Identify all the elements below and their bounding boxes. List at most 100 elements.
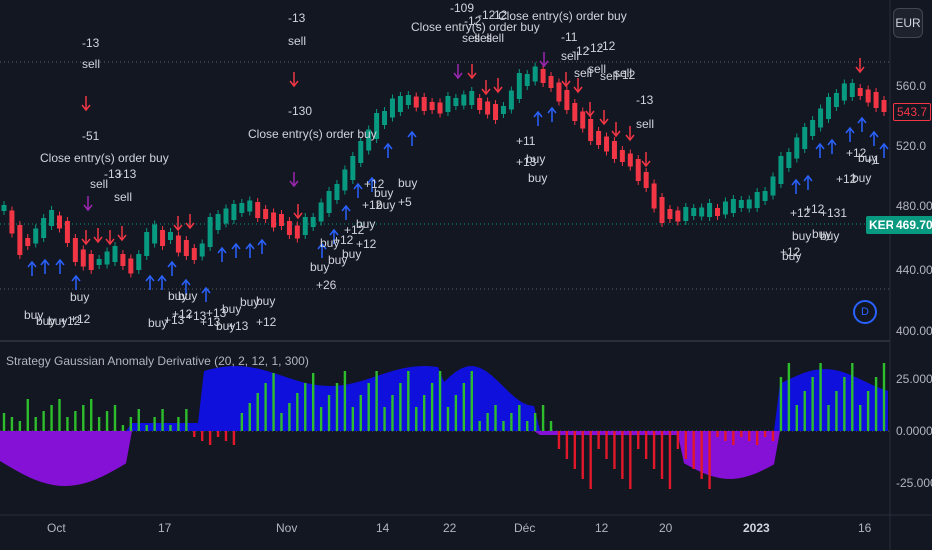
candle-body	[41, 218, 47, 238]
arrow-head	[293, 212, 303, 220]
histogram-bar	[605, 431, 608, 459]
arrow-head	[625, 134, 635, 142]
candle-body	[841, 83, 847, 101]
histogram-bar	[541, 405, 545, 431]
candle-body	[659, 197, 665, 223]
trade-label: sell	[90, 177, 108, 191]
candle-body	[421, 97, 427, 111]
candle-body	[49, 210, 55, 226]
arrow-head	[855, 66, 865, 74]
histogram-bar	[58, 399, 61, 431]
arrow-head	[869, 130, 879, 138]
arrow-head	[407, 130, 417, 138]
histogram-bar	[629, 431, 632, 489]
price-axis-label: 520.0	[896, 139, 927, 153]
candle-body	[56, 215, 62, 229]
buy-arrow-icon	[407, 130, 417, 146]
candle-body	[136, 254, 142, 270]
histogram-bar	[819, 363, 822, 431]
histogram-bar	[843, 377, 846, 431]
trade-label: +13	[164, 313, 185, 327]
arrow-head	[181, 278, 191, 286]
histogram-bar	[589, 431, 592, 489]
histogram-bar	[391, 395, 394, 431]
arrow-head	[585, 110, 595, 118]
candle-body	[493, 104, 499, 120]
tradingview-logo-icon[interactable]: D	[853, 300, 877, 324]
candle-body	[215, 214, 221, 230]
sell-arrow-icon	[173, 216, 183, 232]
candle-body	[619, 150, 625, 162]
trade-label: -13	[104, 167, 122, 181]
histogram-bar	[462, 383, 466, 431]
buy-arrow-icon	[791, 178, 801, 194]
date-axis-label: 12	[595, 521, 609, 535]
candle-body	[318, 202, 324, 222]
candle-body	[691, 208, 697, 216]
arrow-head	[353, 182, 363, 190]
trade-label: buy	[812, 227, 831, 241]
price-axis-label: 440.00	[896, 263, 932, 277]
trade-label: buy	[356, 217, 375, 231]
histogram-bar	[486, 413, 489, 431]
trade-label: -13	[636, 93, 654, 107]
arrow-head	[547, 106, 557, 114]
histogram-bar	[193, 431, 196, 437]
trade-label: sell	[486, 31, 504, 45]
trade-label: +13	[228, 319, 249, 333]
candle-body	[294, 225, 300, 239]
histogram-bar	[415, 407, 418, 431]
buy-arrow-icon	[879, 142, 889, 158]
candle-body	[358, 141, 364, 163]
candle-body	[175, 235, 181, 253]
buy-arrow-icon	[71, 274, 81, 290]
histogram-bar	[74, 411, 77, 431]
candle-body	[144, 232, 150, 256]
candle-body	[485, 101, 491, 115]
trade-label: buy	[178, 289, 197, 303]
trade-label: +12	[846, 146, 867, 160]
candle-body	[88, 254, 94, 270]
sell-arrow-icon	[599, 110, 609, 126]
arrow-head	[173, 224, 183, 232]
histogram-bar	[18, 421, 22, 431]
trade-label: -12	[598, 39, 616, 53]
candle-body	[382, 111, 388, 125]
sell-arrow-icon	[93, 228, 103, 244]
sell-arrow-icon	[585, 102, 595, 118]
candle-body	[366, 129, 372, 151]
currency-button[interactable]: EUR	[893, 8, 923, 38]
trade-label: +1	[866, 153, 880, 167]
arrow-head	[845, 126, 855, 134]
trade-label: +12	[256, 315, 277, 329]
trade-label: sell	[114, 190, 132, 204]
candle-body	[572, 103, 578, 121]
trade-label: -11	[561, 30, 578, 44]
trade-label: -51	[82, 129, 100, 143]
trade-label: buy	[216, 319, 235, 333]
histogram-bar	[732, 431, 735, 445]
candle-body	[873, 92, 879, 108]
candle-body	[167, 232, 173, 240]
histogram-bar	[2, 413, 6, 431]
candle-body	[651, 183, 657, 209]
histogram-bar	[438, 371, 442, 431]
trade-label: +12	[836, 172, 857, 186]
trade-label: +11	[516, 134, 536, 148]
arrow-head	[815, 142, 825, 150]
histogram-bar	[502, 421, 505, 431]
arrow-head	[533, 110, 543, 118]
trade-label: buy	[342, 247, 361, 261]
histogram-bar	[327, 395, 331, 431]
sell-arrow-icon	[855, 58, 865, 74]
arrow-head	[599, 118, 609, 126]
indicator-title[interactable]: Strategy Gaussian Anomaly Derivative (20…	[6, 354, 309, 368]
arrow-head	[611, 130, 621, 138]
trade-label: +12	[172, 307, 193, 321]
buy-arrow-icon	[827, 138, 837, 154]
candle-body	[104, 251, 110, 265]
histogram-bar	[105, 411, 109, 431]
histogram-bar	[882, 363, 886, 431]
histogram-bar	[137, 409, 140, 431]
